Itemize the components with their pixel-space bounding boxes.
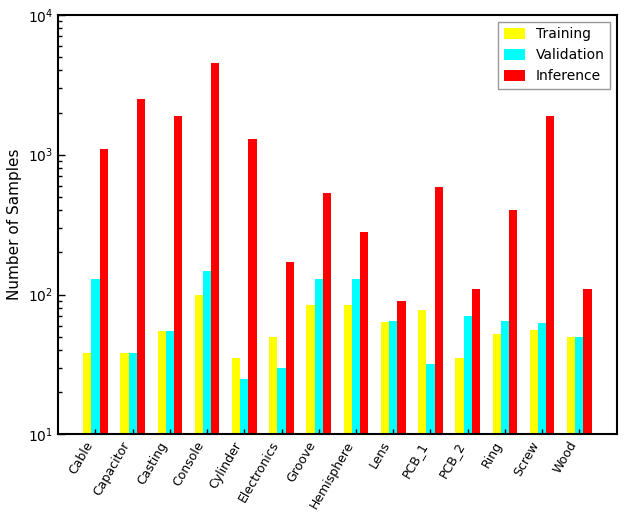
Bar <box>323 193 331 518</box>
Bar <box>352 279 360 518</box>
Y-axis label: Number of Samples: Number of Samples <box>7 149 22 300</box>
Bar <box>389 321 397 518</box>
Bar <box>232 358 240 518</box>
Bar <box>120 353 129 518</box>
Bar <box>397 301 406 518</box>
Bar <box>434 186 443 518</box>
Bar <box>418 310 426 518</box>
Bar <box>314 279 323 518</box>
Bar <box>381 322 389 518</box>
Bar <box>248 139 256 518</box>
Bar <box>158 331 166 518</box>
Bar <box>530 330 538 518</box>
Bar <box>240 379 248 518</box>
Legend: Training, Validation, Inference: Training, Validation, Inference <box>498 22 610 89</box>
Bar <box>195 295 203 518</box>
Bar <box>567 337 575 518</box>
Bar <box>306 305 314 518</box>
Bar <box>203 271 211 518</box>
Bar <box>344 305 352 518</box>
Bar <box>211 63 220 518</box>
Bar <box>501 321 509 518</box>
Bar <box>538 323 546 518</box>
Bar <box>492 334 501 518</box>
Bar <box>583 289 592 518</box>
Bar <box>166 331 174 518</box>
Bar <box>99 149 108 518</box>
Bar <box>546 116 554 518</box>
Bar <box>509 210 517 518</box>
Bar <box>575 337 583 518</box>
Bar <box>91 279 99 518</box>
Bar <box>464 316 472 518</box>
Bar <box>129 353 137 518</box>
Bar <box>286 262 294 518</box>
Bar <box>174 116 182 518</box>
Bar <box>278 368 286 518</box>
Bar <box>270 337 278 518</box>
Bar <box>137 99 145 518</box>
Bar <box>360 232 368 518</box>
Bar <box>456 358 464 518</box>
Bar <box>83 353 91 518</box>
Bar <box>426 364 434 518</box>
Bar <box>472 289 480 518</box>
